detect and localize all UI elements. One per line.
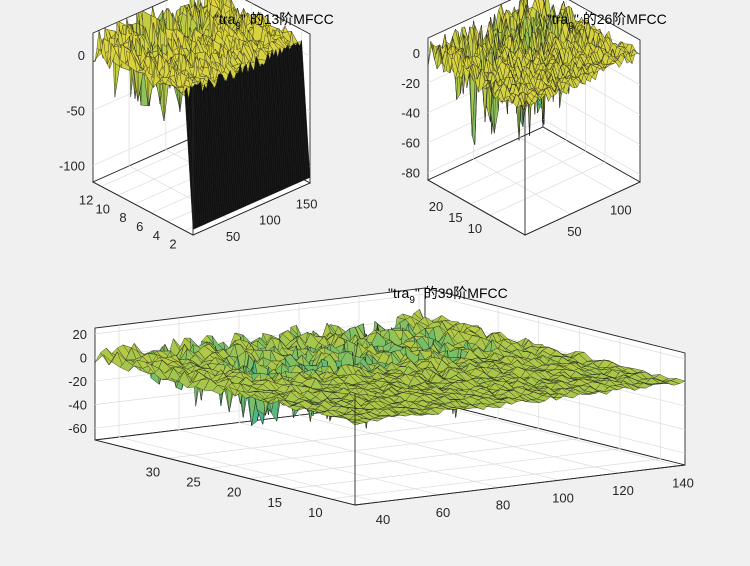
x-tick-label: 50 [567,224,581,239]
z-tick-label: -60 [401,136,420,151]
chart-title: "tra9" 的26阶MFCC [547,11,667,32]
z-tick-label: -40 [68,398,87,413]
surface-patch [670,378,686,384]
x-tick-label: 100 [552,490,574,505]
y-tick-label: 8 [119,210,126,225]
y-tick-label: 2 [169,237,176,252]
x-tick-label: 60 [436,505,450,520]
surface-patch [633,49,641,55]
z-tick-label: -50 [66,103,85,118]
x-tick-label: 40 [376,512,390,527]
y-axis-line [94,439,356,506]
y-axis-line [92,181,194,236]
y-gridline [330,346,661,500]
y-tick-label: 12 [79,192,93,207]
x-tick-label: 100 [610,203,632,218]
surface [427,0,641,146]
y-tick-label: 10 [468,221,482,236]
x-tick-label: 150 [296,196,318,211]
x-tick-label: 140 [672,476,694,491]
surface [92,0,311,230]
y-tick-label: 4 [153,228,160,243]
x-tick-label: 100 [259,213,281,228]
z-tick-label: -40 [401,106,420,121]
y-tick-label: 15 [448,210,462,225]
y-tick-label: 30 [146,464,160,479]
y-tick-label: 25 [186,474,200,489]
surface [94,309,686,429]
y-tick-label: 20 [227,485,241,500]
y-tick-label: 6 [136,219,143,234]
z-tick-label: 0 [80,350,87,365]
axes-26-mfcc: 50 100 10 15 20 0 -20 -40 -60 -80 "tra9" 的26阶MFCC [401,0,667,239]
z-tick-label: -20 [68,374,87,389]
z-tick-label: 0 [413,46,420,61]
y-tick-label: 10 [308,505,322,520]
z-gridline [427,119,641,175]
z-tick-label: -100 [59,158,85,173]
chart-title: "tra9" 的39阶MFCC [388,285,508,306]
z-gridline [94,293,686,360]
y-tick-label: 20 [429,199,443,214]
z-tick-label: 20 [73,327,87,342]
y-axis-line [427,179,526,236]
x-tick-label: 120 [612,483,634,498]
y-tick-label: 10 [96,201,110,216]
z-tick-label: -20 [401,76,420,91]
y-tick-label: 15 [268,495,282,510]
z-tick-label: -80 [401,166,420,181]
x-tick-label: 50 [226,229,240,244]
z-tick-label: -60 [68,421,87,436]
z-tick-label: 0 [78,48,85,63]
chart-title: "tra9" 的13阶MFCC [214,11,334,32]
surface-patch [299,40,311,179]
axes-39-mfcc: 40 60 80 100 120 140 10 15 20 25 30 20 0 -20 -40 -60 "tr… [68,285,694,527]
x-tick-label: 80 [496,498,510,513]
